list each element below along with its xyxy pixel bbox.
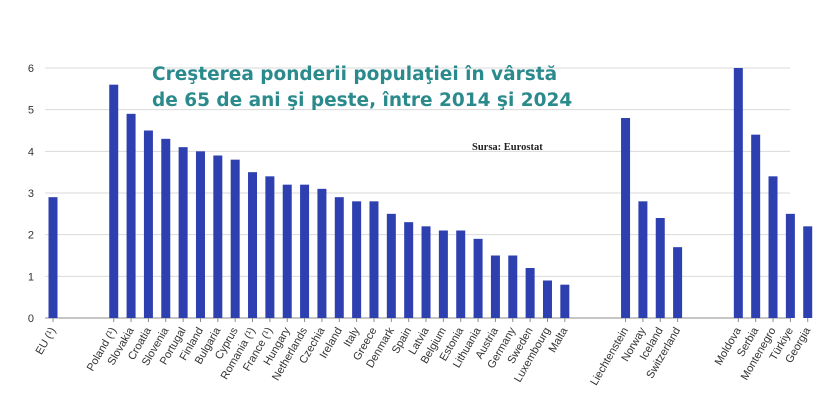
bars (48, 68, 813, 319)
bar (386, 213, 396, 318)
bar (404, 222, 414, 318)
bar (638, 201, 648, 318)
bar (456, 230, 466, 318)
bar (421, 226, 431, 318)
bar (621, 118, 631, 318)
bar (733, 68, 743, 318)
bar (317, 188, 327, 318)
bar (473, 238, 483, 318)
bar (282, 184, 292, 318)
bar (508, 255, 518, 318)
bar (300, 184, 310, 318)
y-tick-label: 5 (28, 105, 34, 117)
bar (352, 201, 362, 318)
bar (560, 284, 570, 318)
bar (195, 151, 205, 318)
bar (438, 230, 448, 318)
bar (673, 247, 683, 318)
y-tick-label: 6 (28, 63, 34, 75)
y-tick-label: 1 (28, 271, 34, 283)
bar (265, 176, 275, 318)
bar (126, 113, 136, 318)
bar (109, 84, 119, 319)
x-tick-label: Malta (547, 325, 571, 355)
bar (803, 226, 813, 318)
bar (230, 159, 240, 318)
chart-title: Creşterea ponderii populaţiei în vârstă … (152, 62, 592, 114)
bar (490, 255, 500, 318)
chart-title-line-2: de 65 de ani şi peste, între 2014 şi 202… (152, 90, 573, 111)
y-tick-labels: 0 1 2 3 4 5 6 (28, 63, 34, 325)
y-tick-label: 2 (28, 230, 34, 242)
bar (768, 176, 778, 318)
bar (542, 280, 552, 318)
bar (48, 197, 58, 318)
y-tick-label: 0 (28, 313, 34, 325)
bar (525, 268, 535, 318)
bar (751, 134, 761, 318)
bar (178, 147, 188, 318)
bar (369, 201, 379, 318)
bar (161, 138, 171, 318)
bar (213, 155, 223, 318)
y-tick-label: 4 (28, 146, 34, 158)
chart-title-line-1: Creşterea ponderii populaţiei în vârstă (152, 64, 558, 85)
x-tick-labels: EU (¹) Poland (¹)SlovakiaCroatiaSloveniaP… (34, 318, 814, 388)
x-tick-label: EU (¹) (34, 326, 59, 357)
bar (143, 130, 153, 318)
bar (785, 213, 795, 318)
source-note: Sursa: Eurostat (472, 142, 543, 153)
bar (655, 218, 665, 318)
bar (334, 197, 344, 318)
y-tick-label: 3 (28, 188, 34, 200)
bar (248, 172, 258, 318)
